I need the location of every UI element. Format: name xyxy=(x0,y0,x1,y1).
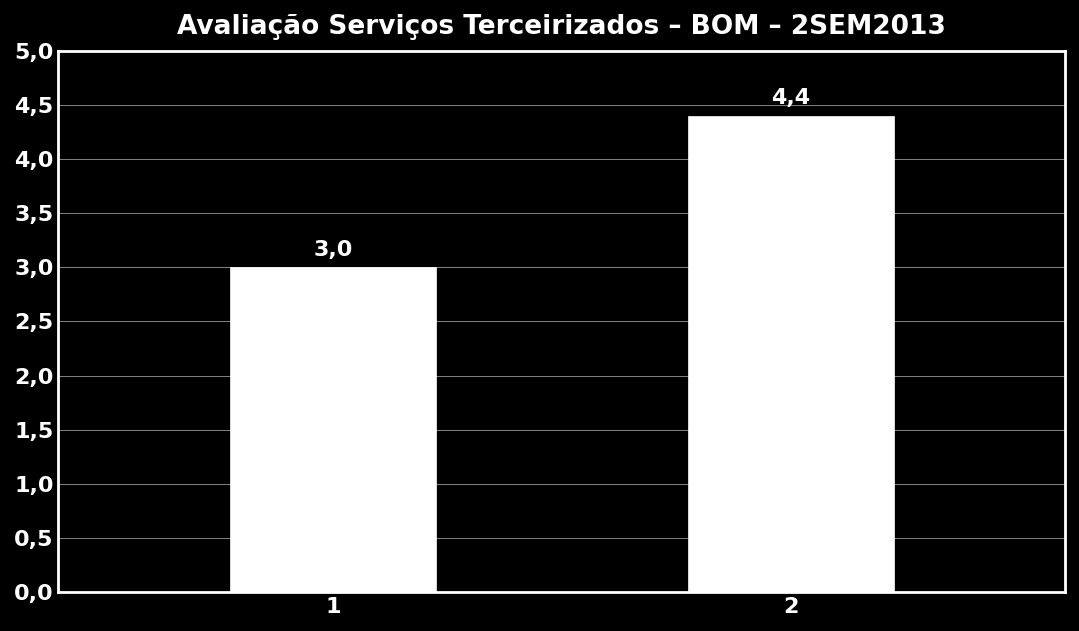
Bar xyxy=(687,115,893,593)
Text: 3,0: 3,0 xyxy=(313,240,353,259)
Title: Avaliação Serviços Terceirizados – BOM – 2SEM2013: Avaliação Serviços Terceirizados – BOM –… xyxy=(177,14,946,40)
Text: 4,4: 4,4 xyxy=(771,88,810,108)
Bar xyxy=(230,268,436,593)
